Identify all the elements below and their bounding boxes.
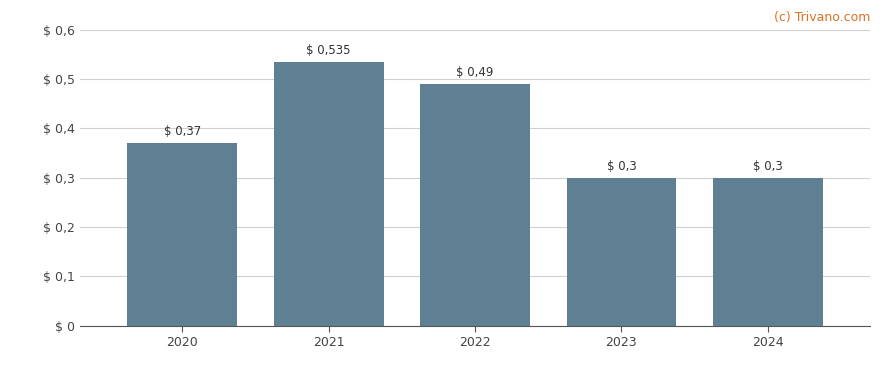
Text: $ 0,535: $ 0,535 [306, 44, 351, 57]
Text: (c) Trivano.com: (c) Trivano.com [773, 11, 870, 24]
Bar [567, 178, 677, 326]
Bar [128, 143, 237, 326]
Bar [713, 178, 822, 326]
Bar [420, 84, 530, 326]
Text: $ 0,3: $ 0,3 [753, 160, 782, 173]
Text: $ 0,37: $ 0,37 [163, 125, 201, 138]
Text: $ 0,49: $ 0,49 [456, 66, 494, 79]
Bar [274, 62, 384, 326]
Text: $ 0,3: $ 0,3 [607, 160, 637, 173]
